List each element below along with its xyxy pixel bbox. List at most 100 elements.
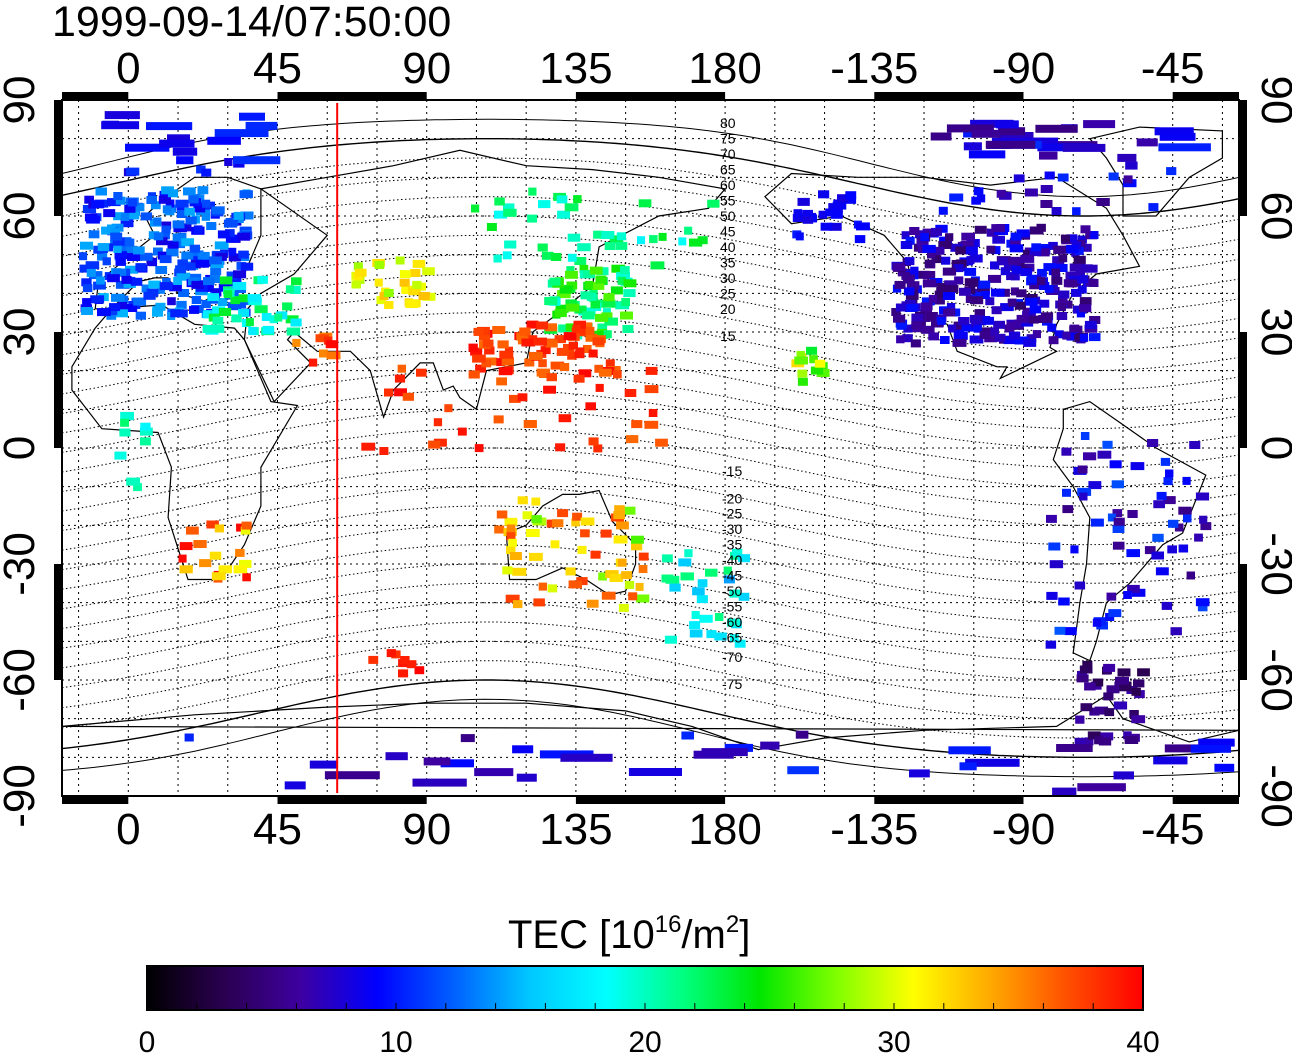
tec-cell <box>502 251 512 260</box>
colorbar <box>146 965 1144 1011</box>
tec-cell <box>906 281 920 290</box>
tec-cell <box>795 730 809 739</box>
tec-cell <box>523 420 537 428</box>
tec-cell <box>107 274 120 283</box>
geomag-contour <box>61 408 1240 488</box>
tec-cell <box>1055 264 1068 272</box>
tec-cell <box>998 132 1034 140</box>
tec-cell <box>209 256 222 265</box>
tec-cell <box>185 216 197 225</box>
tec-cell <box>179 565 193 574</box>
tec-cell <box>600 529 612 538</box>
tec-cell <box>904 304 918 312</box>
tec-cell <box>1072 207 1081 216</box>
tec-cell <box>140 212 153 221</box>
tec-cell <box>547 584 558 593</box>
tec-cell <box>139 427 153 436</box>
lon-tick-bottom: -135 <box>830 805 918 854</box>
tec-cell <box>86 268 96 277</box>
geomag-contour <box>61 640 1240 720</box>
tec-cell <box>1165 469 1174 478</box>
geomag-label: 45 <box>720 223 736 239</box>
tec-cell <box>85 261 100 270</box>
tec-cell <box>1112 541 1125 550</box>
tec-cell <box>618 558 627 567</box>
tec-cell <box>248 326 257 335</box>
tec-cell <box>934 296 945 305</box>
lon-tick-bottom: 45 <box>253 805 302 854</box>
tec-cell <box>1079 304 1092 313</box>
tec-cell <box>176 272 191 281</box>
tec-cell <box>820 222 833 231</box>
tec-cell <box>583 322 593 331</box>
tec-cell <box>559 285 573 294</box>
tec-cell <box>593 444 603 453</box>
tec-cell <box>984 334 998 343</box>
tec-cell <box>471 204 480 213</box>
tec-cell <box>238 250 249 259</box>
geomag-contour <box>61 350 1240 430</box>
tec-cell <box>730 634 739 643</box>
tec-cell <box>787 766 819 775</box>
tec-cell <box>1044 171 1055 180</box>
tec-cell <box>1039 282 1050 290</box>
tec-cell <box>233 565 248 574</box>
tec-cell <box>1103 663 1116 672</box>
tec-cell <box>202 325 216 333</box>
tec-cell <box>214 241 229 250</box>
tec-cell <box>1123 731 1132 740</box>
tec-cell <box>1052 787 1077 796</box>
tec-cell <box>550 361 565 370</box>
geomag-label: -60 <box>722 614 742 630</box>
tec-cell <box>150 201 161 210</box>
lat-tick-right: 0 <box>1252 436 1292 460</box>
tec-cell <box>104 111 140 120</box>
tec-cell <box>557 509 569 518</box>
tec-cell <box>474 768 514 777</box>
tec-cell <box>201 300 211 308</box>
lon-tick-top: 135 <box>539 44 612 93</box>
tec-cell <box>638 552 649 561</box>
lat-tick-left: -60 <box>0 648 44 712</box>
tec-cell <box>814 359 826 368</box>
tec-cell <box>1061 447 1072 456</box>
tec-cell <box>582 311 595 320</box>
tec-cell <box>1025 297 1038 306</box>
tec-cell <box>1137 668 1150 677</box>
border-bar-left <box>54 332 62 448</box>
tec-cell <box>1183 514 1192 523</box>
geomag-contour <box>61 466 1240 546</box>
tec-cell <box>84 195 94 204</box>
tec-cell <box>544 297 558 305</box>
geomag-label: -35 <box>722 537 742 553</box>
tec-cell <box>444 404 453 413</box>
tec-cell <box>624 580 635 589</box>
lat-lon-grid <box>62 100 1239 796</box>
border-bar-right <box>1239 564 1247 680</box>
tec-cell <box>734 639 746 648</box>
border-bar-top <box>874 92 1024 100</box>
tec-cell <box>1009 237 1021 246</box>
tec-cell <box>1144 546 1156 555</box>
tec-cell <box>1168 519 1179 528</box>
tec-cell <box>645 366 658 375</box>
tec-cell <box>1066 332 1079 341</box>
tec-cell <box>565 567 576 576</box>
tec-cell <box>1097 450 1112 459</box>
tec-cell <box>209 551 222 560</box>
tec-cell <box>1077 285 1087 294</box>
tec-cell <box>1054 330 1064 339</box>
geomag-label: 65 <box>720 162 736 178</box>
tec-cell <box>130 277 143 286</box>
tec-cell <box>661 554 673 563</box>
tec-cell <box>1115 676 1129 685</box>
tec-cell <box>88 230 100 239</box>
tec-cell <box>412 280 422 289</box>
tec-cell <box>1038 315 1052 323</box>
tec-cell <box>494 525 505 534</box>
tec-cell <box>239 190 253 199</box>
tec-cell <box>536 321 549 330</box>
tec-cell <box>620 311 633 320</box>
tec-cell <box>938 241 952 249</box>
tec-cell <box>472 354 486 363</box>
